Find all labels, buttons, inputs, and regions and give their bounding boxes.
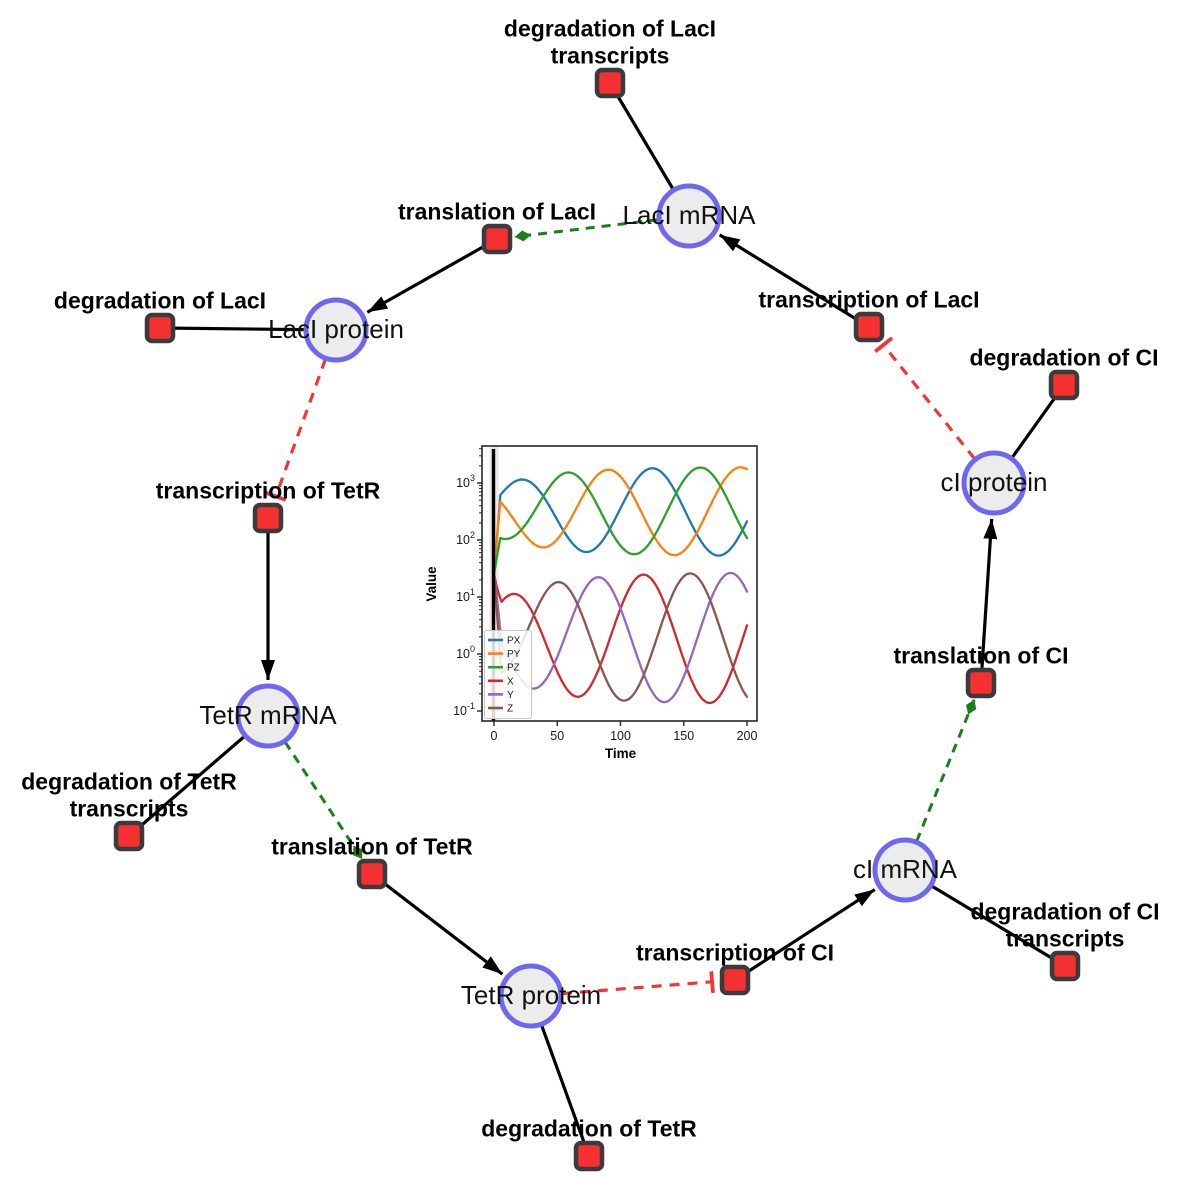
edge-product-tl_cI-cI_protein [980,518,998,669]
reaction-node-deg_tetR[interactable] [573,1140,605,1172]
reaction-node-tr_tetR[interactable] [252,502,284,534]
edge-product-tr_cI-cI_mRNA [746,888,876,974]
reaction-node-tl_tetR[interactable] [356,858,388,890]
species-node-lacI_mRNA[interactable] [656,183,722,249]
reaction-node-tr_lacI[interactable] [853,311,885,343]
edge-modifier-lacI_mRNA-tl_lacI [514,218,659,242]
edge-modifier-cI_mRNA-tl_cI [915,699,977,842]
species-node-tetR_protein[interactable] [498,963,564,1029]
edge-inhibition-cI_protein-tr_lacI [883,345,976,460]
species-node-lacI_protein[interactable] [303,297,369,363]
edge-inhibition-tetR_protein-tr_cI [561,982,712,996]
species-node-tetR_mRNA[interactable] [235,683,301,749]
edge-product-tl_tetR-tetR_protein [382,881,504,976]
reaction-node-tl_lacI[interactable] [481,223,513,255]
reaction-node-tl_cI[interactable] [965,667,997,699]
edge-product-tr_lacI-lacI_mRNA [718,233,858,321]
reaction-node-tr_cI[interactable] [719,964,751,996]
edge-modifier-tetR_mRNA-tl_tetR [283,741,364,860]
species-node-cI_mRNA[interactable] [872,837,938,903]
reaction-node-deg_tetR_tr[interactable] [113,820,145,852]
edge-product-tl_lacI-lacI_protein [366,244,485,314]
reaction-node-deg_cI_tr[interactable] [1049,950,1081,982]
reaction-node-deg_lacI[interactable] [144,312,176,344]
reaction-node-deg_cI[interactable] [1048,369,1080,401]
species-node-cI_protein[interactable] [961,450,1027,516]
edge-inhibition-lacI_protein-tr_tetR [276,358,327,496]
reaction-node-deg_lacI_tr[interactable] [594,67,626,99]
